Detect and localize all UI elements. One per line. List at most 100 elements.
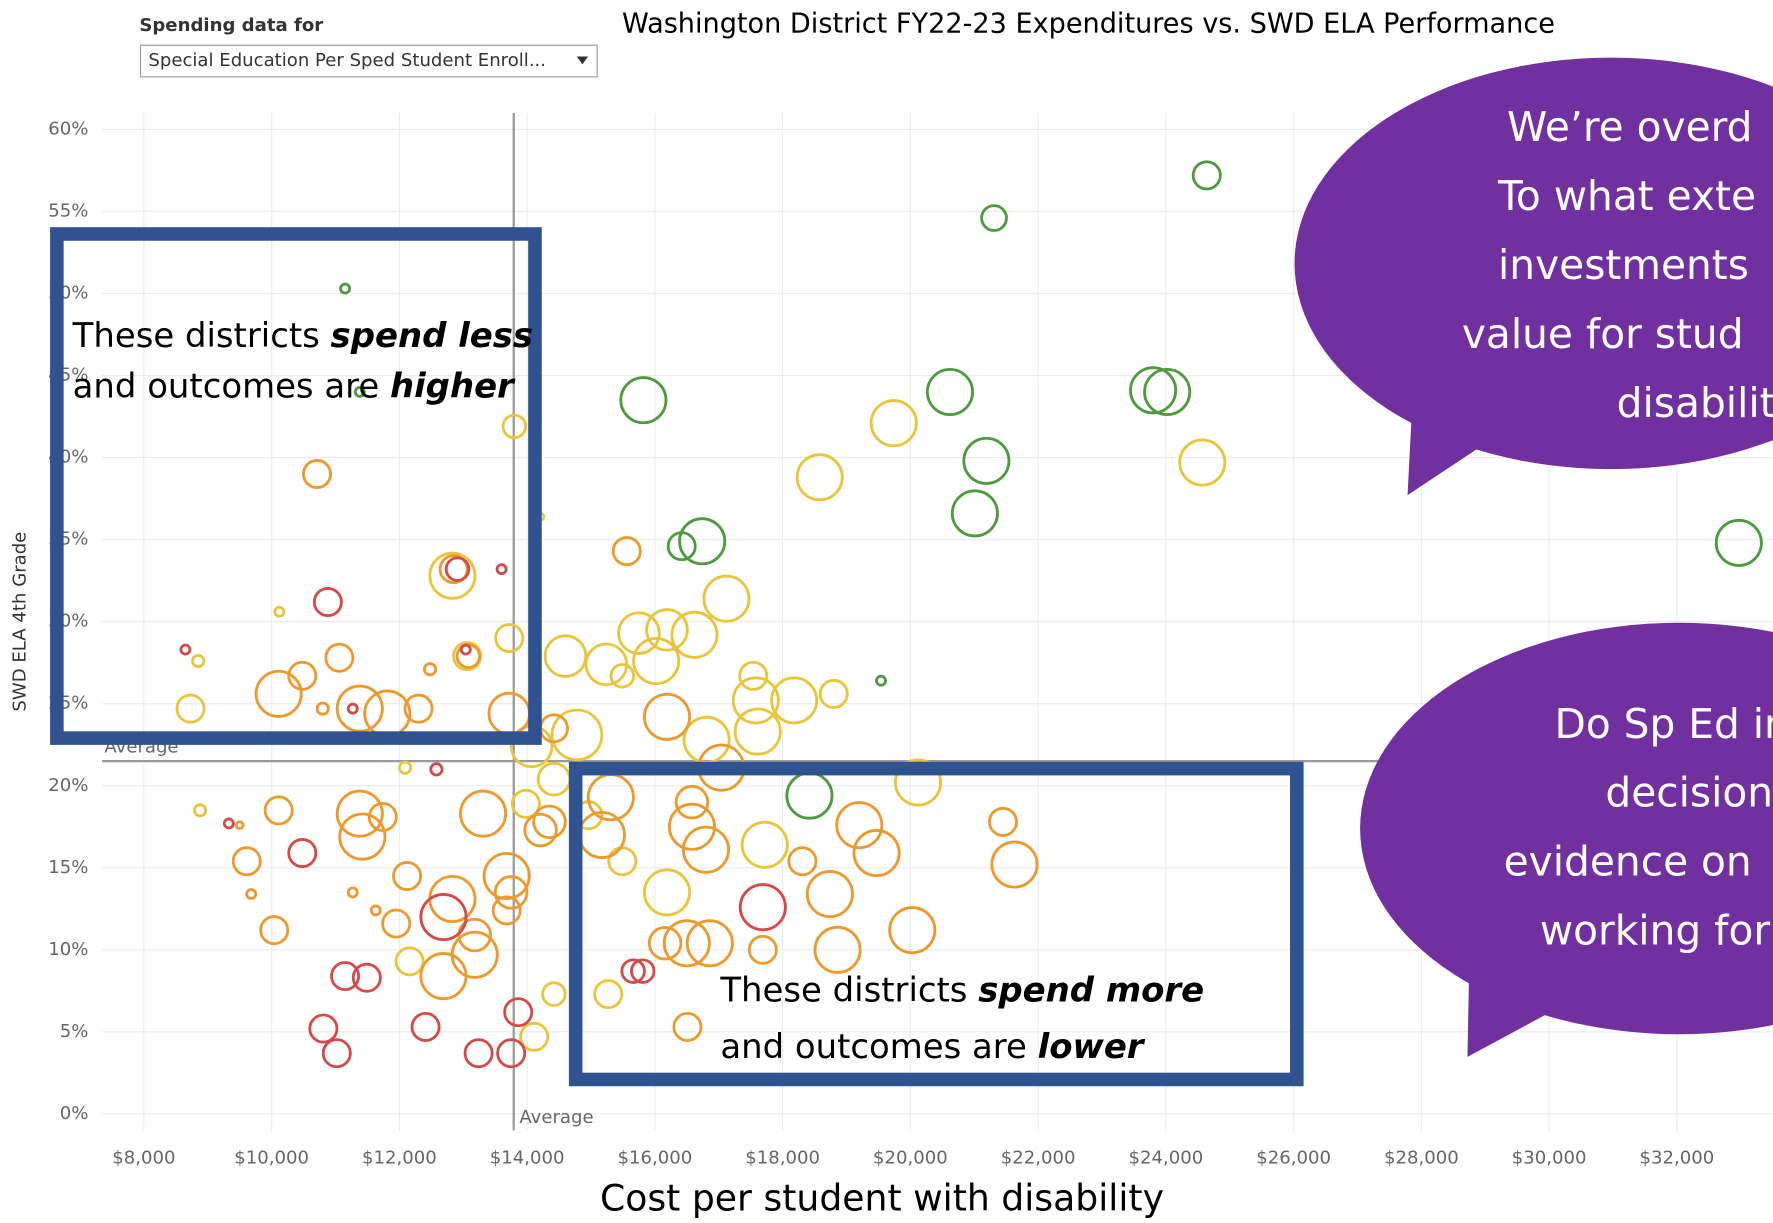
average-label-x: Average [519, 1107, 593, 1128]
bubble [609, 663, 636, 689]
bubble [287, 660, 318, 691]
bubble [335, 789, 384, 838]
bubbles [175, 160, 1763, 1069]
bubble [495, 563, 508, 576]
bubble [593, 979, 624, 1010]
filter-control: Spending data for Special Education Per … [139, 15, 598, 78]
dropdown-arrow[interactable] [576, 56, 589, 65]
bubble [1129, 366, 1178, 415]
bubble [731, 676, 780, 725]
x-tick-label: $10,000 [234, 1148, 309, 1169]
annotation-part: These districts [72, 315, 331, 354]
bubble [363, 689, 412, 738]
bubble [672, 1011, 703, 1042]
bubble [175, 693, 206, 724]
x-tick-label: $26,000 [1256, 1148, 1331, 1169]
bubble [685, 919, 734, 968]
filter-dropdown[interactable] [139, 44, 598, 78]
bubble [682, 715, 731, 764]
bubble [419, 952, 468, 1001]
bubble [339, 282, 352, 295]
callout-text: To what exte [1497, 172, 1756, 220]
bubble [678, 517, 727, 566]
annotation-emphasis: lower [1038, 1026, 1146, 1065]
bubble [632, 637, 681, 686]
bubble [321, 1038, 352, 1069]
bubble [647, 926, 683, 961]
bubble [444, 556, 471, 582]
bubble [619, 376, 668, 425]
bubble [630, 958, 656, 984]
bubble [403, 693, 434, 724]
bubble [312, 587, 343, 617]
x-tick-label: $32,000 [1639, 1148, 1714, 1169]
bubble [392, 861, 423, 891]
bubble [536, 761, 572, 797]
x-tick-label: $8,000 [112, 1148, 175, 1169]
annotation-part: and outcomes are [73, 366, 390, 405]
callout-text: working for [1540, 907, 1771, 955]
bubble [523, 812, 558, 848]
filter-label: Spending data for [139, 15, 323, 36]
bubble [869, 399, 918, 448]
bubble [510, 788, 541, 819]
bubble [519, 1021, 550, 1052]
bubble [494, 623, 525, 654]
bubble [491, 895, 522, 926]
bubble [193, 803, 208, 818]
bubble [620, 958, 646, 984]
bubble [428, 874, 477, 923]
bubble [398, 760, 413, 775]
bubble [287, 838, 318, 868]
bubble [482, 851, 531, 901]
bubble [990, 840, 1039, 889]
bubble [607, 846, 638, 877]
bubble [785, 771, 834, 820]
annotation-text: These districts spend less [72, 315, 533, 354]
bubble [950, 489, 999, 538]
x-tick-label: $22,000 [1001, 1148, 1076, 1169]
bubble [245, 888, 258, 900]
annotation-text: These districts spend more [719, 970, 1204, 1009]
y-tick-label: 20% [48, 775, 88, 796]
annotation-text: and outcomes are lower [720, 1026, 1145, 1065]
bubble [428, 551, 477, 600]
bubble [308, 1013, 339, 1044]
bubble [702, 574, 751, 623]
x-tick-label: $18,000 [745, 1148, 820, 1169]
y-axis-label: SWD ELA 4th Grade [10, 532, 31, 712]
filter-value[interactable]: Special Education Per Sped Student Enrol… [148, 50, 546, 71]
bubble [875, 674, 887, 687]
bubble [338, 812, 387, 861]
x-tick-label: $12,000 [362, 1148, 437, 1169]
callout-text: Do Sp Ed in [1555, 700, 1773, 748]
bubble [1143, 367, 1192, 416]
bubble [894, 758, 943, 807]
bubble [231, 846, 262, 877]
bubble [422, 662, 438, 677]
annotation-emphasis: higher [390, 366, 516, 405]
y-tick-label: 10% [48, 939, 88, 960]
x-tick-label: $16,000 [618, 1148, 693, 1169]
annotation-box [568, 761, 1304, 1087]
bubble [795, 453, 844, 502]
bubble [925, 367, 974, 416]
bubble [369, 904, 382, 917]
bubble [747, 934, 778, 965]
annotation-text: and outcomes are higher [73, 366, 516, 405]
bubble [346, 702, 359, 715]
bubble [643, 692, 692, 741]
bubble [263, 795, 294, 826]
bubble [962, 436, 1011, 485]
annotation-box [50, 227, 542, 745]
x-tick-label: $24,000 [1128, 1148, 1203, 1169]
bubble [662, 919, 711, 968]
callout-text: evidence on [1504, 838, 1752, 886]
bubble [496, 1038, 527, 1069]
bubble [888, 906, 937, 955]
bubble [611, 536, 642, 567]
callout-bubble [1294, 57, 1773, 470]
bubble [429, 762, 444, 777]
bubble [493, 875, 529, 910]
